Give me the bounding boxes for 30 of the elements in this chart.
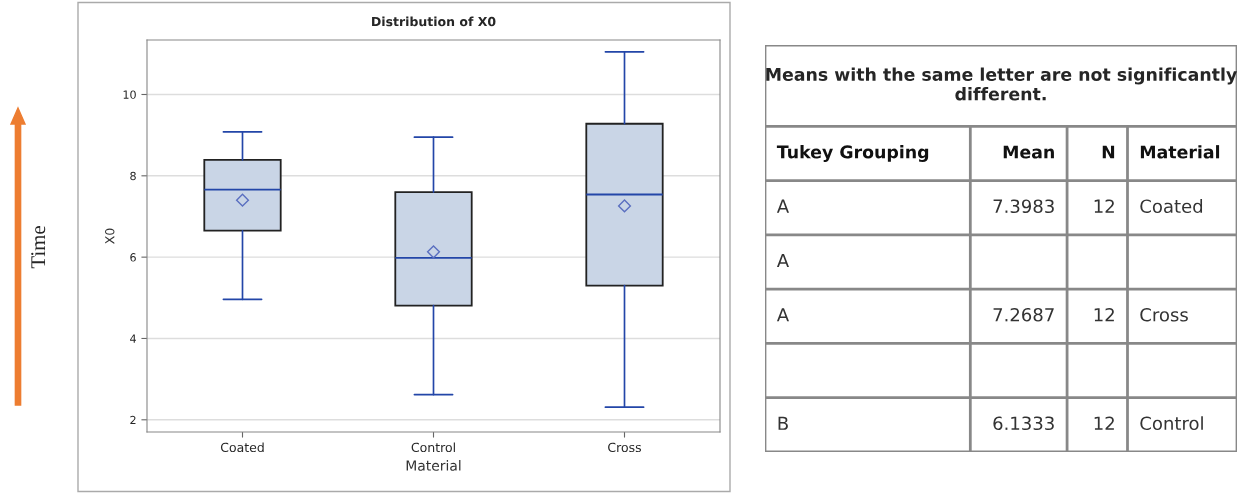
text: A [776,199,789,213]
text: 6.1333 [993,416,1054,431]
category-label: Mean [1003,145,1054,159]
text: B [778,416,788,430]
text: A [776,308,789,322]
y-tick-label: 2 [130,415,136,425]
text: Means with the same letter are not significantly different. [766,67,1237,101]
x-tick-label: Cross [608,442,642,453]
chart-title: Distribution of X0 [372,16,496,27]
y-tick-label: 8 [130,171,136,181]
text: 7.3983 [993,199,1054,214]
text: A [776,253,789,268]
x-tick-label: Coated [220,442,264,453]
y-tick-label: 6 [130,253,136,262]
text: Control [1140,416,1203,431]
category-label: N [1102,145,1115,159]
category-label: Tukey Grouping [776,145,929,162]
text: 12 [1094,416,1114,430]
y-tick-label: 4 [130,334,136,343]
text: 7.2687 [993,307,1054,322]
x-axis-title: Material [406,460,461,471]
text: 12 [1094,307,1114,322]
text: Time [31,226,46,269]
category-label: Material [1140,145,1220,159]
text: Cross [1140,307,1188,322]
text: Coated [1140,199,1203,214]
y-tick-label: 10 [123,90,136,99]
x-tick-label: Control [411,442,455,453]
y-axis-title: X0 [105,228,115,244]
text: 12 [1094,199,1114,213]
